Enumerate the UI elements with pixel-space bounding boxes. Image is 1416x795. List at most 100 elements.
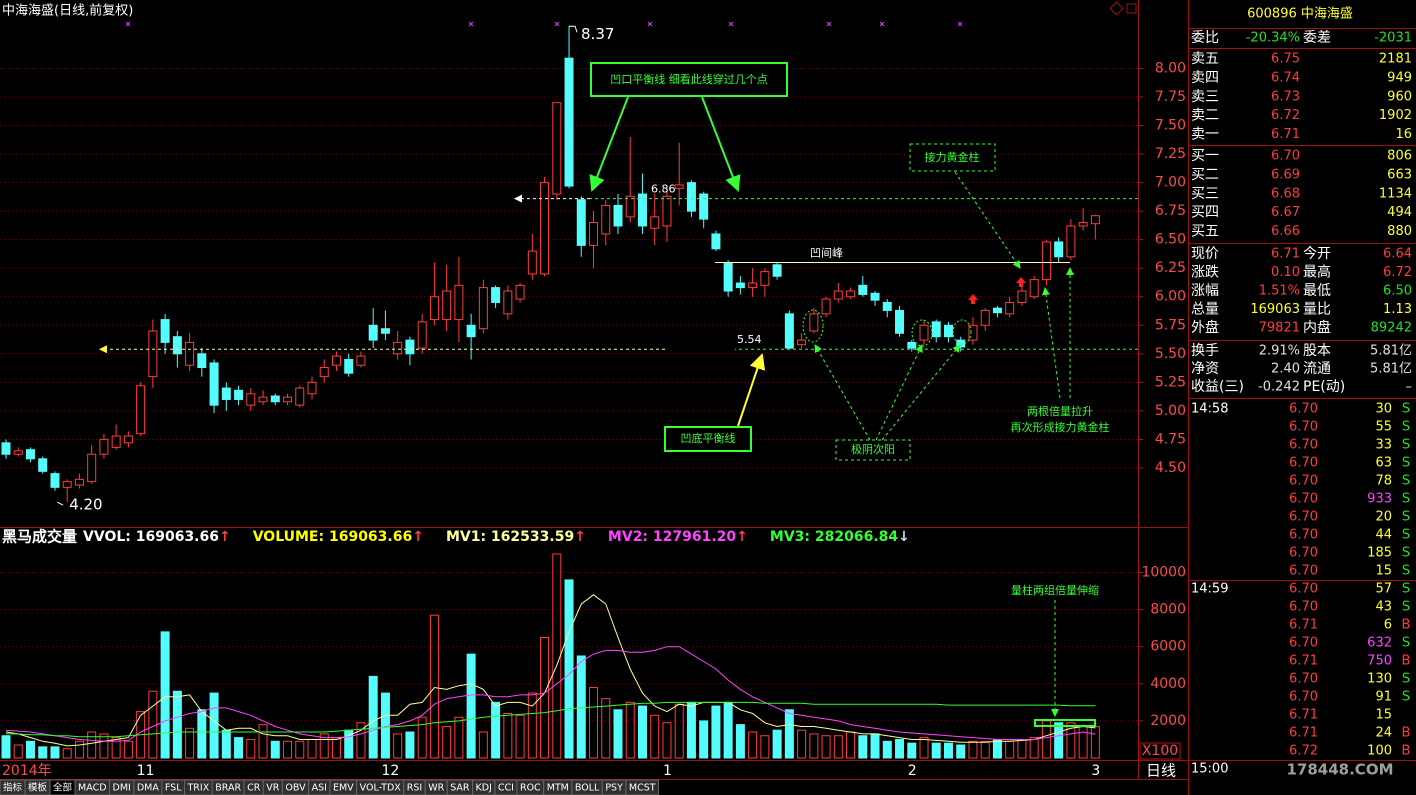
- volume-bar: [1054, 722, 1064, 759]
- y-tick-label: 5.00: [1155, 403, 1186, 419]
- ma-line: [6, 701, 1096, 738]
- volume-bar: [589, 687, 599, 759]
- candle-body: [907, 341, 917, 349]
- volume-bar: [601, 698, 611, 759]
- trade-volume: 632: [1367, 636, 1392, 651]
- tab-label[interactable]: ASI: [312, 783, 327, 794]
- volume-bar: [1090, 726, 1100, 759]
- tab-label[interactable]: RSI: [407, 783, 422, 794]
- y-tick-label: 8000: [1150, 602, 1186, 618]
- volume-bar: [503, 712, 513, 759]
- volume-bar: [283, 740, 293, 759]
- volume-bar: [50, 746, 60, 759]
- tab-label[interactable]: BOLL: [575, 783, 600, 794]
- tab-label[interactable]: EMV: [333, 783, 354, 794]
- tab[interactable]: [625, 779, 660, 795]
- tab-label[interactable]: 全部: [53, 782, 72, 794]
- y-tick-label: 2000: [1150, 713, 1186, 729]
- annotation: 凹口平衡线 细看此线穿过几个点: [610, 72, 768, 86]
- volume-bar: [478, 731, 488, 759]
- tab-label[interactable]: FSL: [165, 783, 182, 794]
- tab-label[interactable]: VOL-TDX: [360, 783, 402, 794]
- extreme-hook: [56, 501, 64, 506]
- annotation: 接力黄金柱: [925, 150, 980, 164]
- unit-label: X100: [1142, 743, 1178, 759]
- tab-label[interactable]: KDJ: [476, 783, 492, 794]
- tab-label[interactable]: DMA: [137, 783, 160, 794]
- trade-price: 6.70: [1289, 492, 1318, 507]
- volume-bar: [515, 714, 525, 759]
- trade-side: S: [1402, 474, 1410, 489]
- tab-label[interactable]: OBV: [285, 783, 306, 794]
- annotation-arrow: [701, 96, 741, 192]
- candle-body: [1090, 215, 1100, 225]
- tab-label[interactable]: TRIX: [187, 783, 210, 794]
- volume-bar: [870, 733, 880, 759]
- book-price: 6.73: [1271, 89, 1300, 104]
- tab-label[interactable]: SAR: [450, 783, 470, 794]
- volume-bar: [491, 701, 501, 759]
- tab-label[interactable]: PSY: [605, 783, 623, 794]
- quote-value: –: [1406, 380, 1413, 395]
- tab-label[interactable]: MTM: [547, 783, 569, 794]
- trade-side: S: [1402, 456, 1410, 471]
- trade-price: 6.71: [1289, 708, 1318, 723]
- volume-bar: [331, 737, 341, 759]
- candle-body: [809, 313, 819, 332]
- volume-bar: [662, 722, 672, 759]
- trade-volume: 63: [1375, 456, 1392, 471]
- candle-body: [25, 449, 35, 460]
- signal-mark: [468, 21, 474, 27]
- candle-body: [221, 387, 231, 400]
- quote-value: 5.81亿: [1370, 362, 1412, 377]
- signal-mark: [125, 21, 131, 27]
- candle-body: [295, 387, 305, 406]
- candle-body: [50, 473, 60, 488]
- annotation-box: [909, 143, 996, 172]
- volume-bar: [968, 740, 978, 759]
- candle-body: [601, 204, 611, 235]
- tab-label[interactable]: 指标: [3, 782, 23, 794]
- volume-bar: [625, 701, 635, 759]
- tab-label[interactable]: DMI: [113, 783, 131, 794]
- y-tick-label: 7.00: [1155, 175, 1186, 191]
- volume-bar: [686, 701, 696, 759]
- book-label: 买三: [1191, 186, 1219, 202]
- icon[interactable]: [1109, 1, 1124, 16]
- volume-bar: [417, 716, 427, 759]
- y-tick-label: 7.50: [1155, 118, 1186, 134]
- quote-value: 169063: [1250, 302, 1300, 317]
- tab-label[interactable]: VR: [266, 783, 279, 794]
- trade-side: B: [1402, 726, 1411, 741]
- trade-price: 6.70: [1289, 402, 1318, 417]
- volume-bar: [185, 727, 195, 759]
- candle-body: [270, 395, 280, 403]
- trade-side: S: [1402, 672, 1410, 687]
- icon[interactable]: [1126, 3, 1137, 14]
- tab-label[interactable]: CR: [247, 783, 261, 794]
- trade-side: B: [1402, 654, 1411, 669]
- volume-bar: [723, 701, 733, 759]
- volume-bar: [907, 742, 917, 759]
- candle-body: [943, 324, 953, 338]
- tab-label[interactable]: 模板: [28, 782, 48, 794]
- volume-bar: [552, 553, 562, 759]
- trade-side: B: [1402, 744, 1411, 759]
- quote-label: 委比: [1191, 30, 1219, 46]
- tab-label[interactable]: MCST: [629, 783, 656, 794]
- quote-label: 流通: [1303, 361, 1331, 377]
- book-price: 6.74: [1271, 70, 1300, 85]
- signal-mark: [957, 21, 963, 27]
- y-tick-label: 8.00: [1155, 60, 1186, 76]
- tab-label[interactable]: CCI: [498, 783, 514, 794]
- tab-label[interactable]: MACD: [78, 783, 106, 794]
- tab-label[interactable]: BRAR: [215, 783, 241, 794]
- volume-bar: [943, 742, 953, 759]
- volume-bar: [650, 714, 660, 759]
- tab-label[interactable]: WR: [428, 783, 444, 794]
- tab-label[interactable]: ROC: [520, 783, 541, 794]
- volume-bar: [13, 744, 23, 759]
- candle-body: [172, 336, 182, 355]
- quote-value: 6.72: [1383, 265, 1412, 280]
- candle-body: [515, 284, 525, 300]
